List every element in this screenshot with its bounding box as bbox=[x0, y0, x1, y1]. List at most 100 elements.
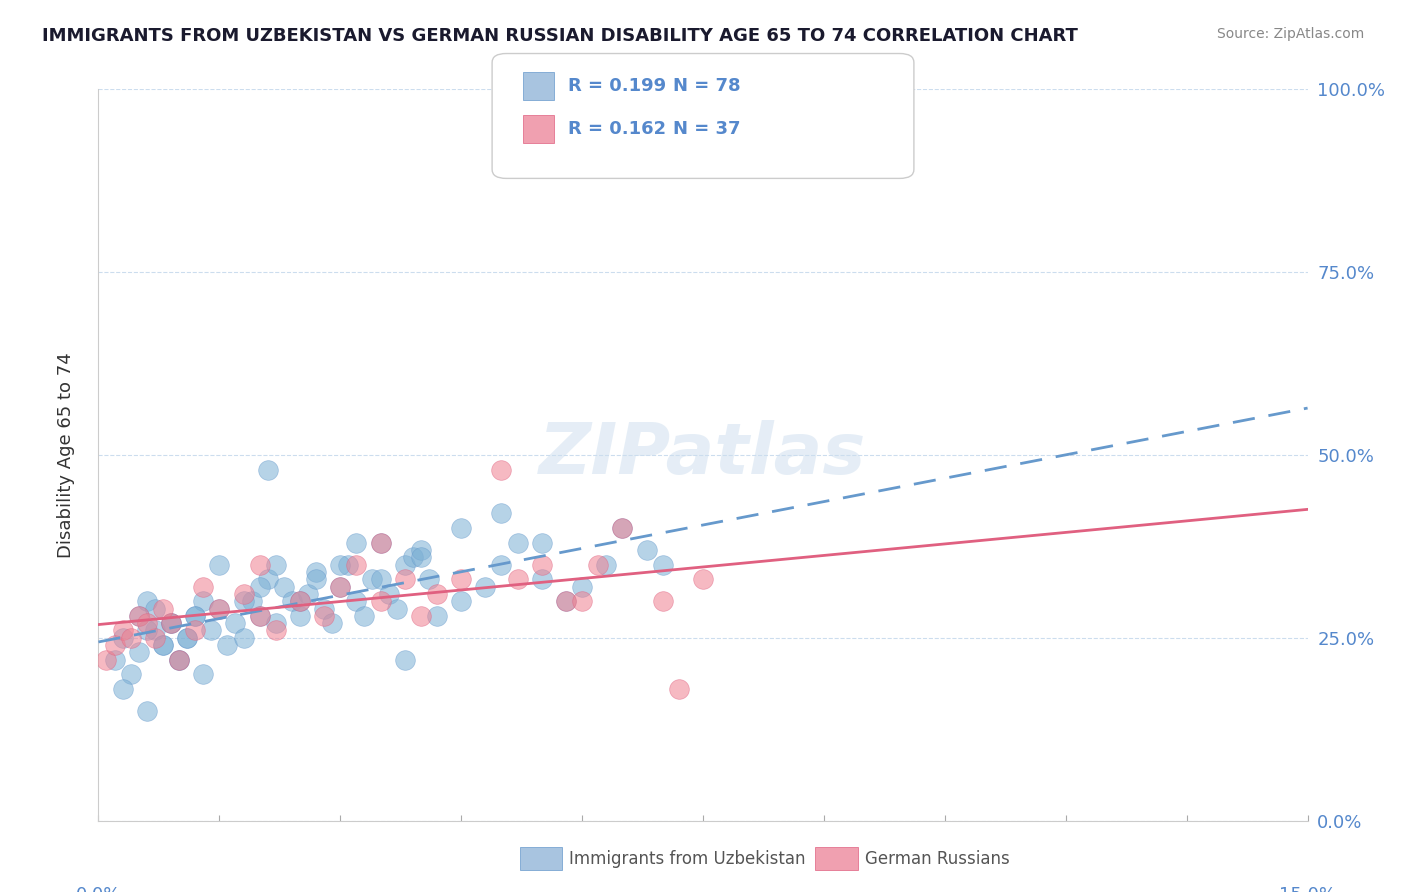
Point bbox=[256, 572, 278, 586]
Text: 0.0%: 0.0% bbox=[76, 887, 121, 892]
Point bbox=[273, 580, 295, 594]
Point bbox=[208, 601, 231, 615]
Point bbox=[249, 608, 271, 623]
Point bbox=[555, 594, 578, 608]
Point bbox=[692, 572, 714, 586]
Point bbox=[184, 624, 207, 638]
Y-axis label: Disability Age 65 to 74: Disability Age 65 to 74 bbox=[56, 352, 75, 558]
Point bbox=[409, 550, 432, 565]
Point bbox=[668, 681, 690, 696]
Point bbox=[426, 608, 449, 623]
Point bbox=[135, 594, 157, 608]
Point bbox=[288, 608, 311, 623]
Point bbox=[111, 624, 134, 638]
Text: German Russians: German Russians bbox=[865, 849, 1010, 868]
Point bbox=[530, 558, 553, 572]
Point bbox=[143, 624, 166, 638]
Point bbox=[120, 631, 142, 645]
Text: N = 78: N = 78 bbox=[673, 78, 741, 95]
Point bbox=[184, 608, 207, 623]
Point bbox=[128, 608, 150, 623]
Point bbox=[160, 616, 183, 631]
Point bbox=[240, 594, 263, 608]
Point bbox=[314, 601, 336, 615]
Point bbox=[288, 594, 311, 608]
Point bbox=[344, 594, 367, 608]
Point bbox=[193, 580, 215, 594]
Point bbox=[402, 550, 425, 565]
Point bbox=[256, 462, 278, 476]
Text: R = 0.199: R = 0.199 bbox=[568, 78, 666, 95]
Text: R = 0.162: R = 0.162 bbox=[568, 120, 666, 138]
Point bbox=[329, 580, 352, 594]
Point bbox=[103, 638, 125, 652]
Point bbox=[651, 594, 673, 608]
Point bbox=[329, 580, 352, 594]
Text: ZIPatlas: ZIPatlas bbox=[540, 420, 866, 490]
Point bbox=[321, 616, 343, 631]
Point bbox=[370, 535, 392, 549]
Point bbox=[450, 594, 472, 608]
Point bbox=[555, 594, 578, 608]
Point bbox=[394, 572, 416, 586]
Point bbox=[506, 535, 529, 549]
Point bbox=[329, 558, 352, 572]
Point bbox=[530, 535, 553, 549]
Point bbox=[160, 616, 183, 631]
Point bbox=[160, 616, 183, 631]
Point bbox=[128, 608, 150, 623]
Point bbox=[135, 624, 157, 638]
Point bbox=[176, 631, 198, 645]
Point bbox=[418, 572, 440, 586]
Point bbox=[143, 631, 166, 645]
Point bbox=[232, 594, 254, 608]
Point bbox=[344, 535, 367, 549]
Point bbox=[184, 608, 207, 623]
Point bbox=[208, 601, 231, 615]
Point bbox=[128, 645, 150, 659]
Point bbox=[530, 572, 553, 586]
Point bbox=[152, 601, 174, 615]
Point bbox=[337, 558, 360, 572]
Text: IMMIGRANTS FROM UZBEKISTAN VS GERMAN RUSSIAN DISABILITY AGE 65 TO 74 CORRELATION: IMMIGRANTS FROM UZBEKISTAN VS GERMAN RUS… bbox=[42, 27, 1078, 45]
Point bbox=[636, 543, 658, 558]
Point bbox=[167, 653, 190, 667]
Point bbox=[264, 624, 287, 638]
Point bbox=[96, 653, 118, 667]
Point bbox=[281, 594, 304, 608]
Point bbox=[426, 587, 449, 601]
Point bbox=[344, 558, 367, 572]
Point bbox=[450, 521, 472, 535]
Point bbox=[135, 616, 157, 631]
Point bbox=[450, 572, 472, 586]
Point bbox=[120, 667, 142, 681]
Point bbox=[361, 572, 384, 586]
Point bbox=[200, 624, 222, 638]
Point bbox=[176, 631, 198, 645]
Text: Immigrants from Uzbekistan: Immigrants from Uzbekistan bbox=[569, 849, 806, 868]
Point bbox=[595, 558, 617, 572]
Text: N = 37: N = 37 bbox=[673, 120, 741, 138]
Point bbox=[491, 558, 513, 572]
Point bbox=[224, 616, 246, 631]
Point bbox=[249, 558, 271, 572]
Point bbox=[193, 594, 215, 608]
Point bbox=[571, 594, 593, 608]
Point bbox=[370, 572, 392, 586]
Point bbox=[217, 638, 239, 652]
Point bbox=[314, 608, 336, 623]
Point bbox=[232, 631, 254, 645]
Point bbox=[264, 616, 287, 631]
Point bbox=[167, 653, 190, 667]
Point bbox=[143, 601, 166, 615]
Point bbox=[135, 704, 157, 718]
Point bbox=[474, 580, 496, 594]
Point bbox=[491, 507, 513, 521]
Point bbox=[409, 543, 432, 558]
Point bbox=[232, 587, 254, 601]
Point bbox=[111, 681, 134, 696]
Point bbox=[249, 580, 271, 594]
Point bbox=[167, 653, 190, 667]
Point bbox=[370, 594, 392, 608]
Point bbox=[193, 667, 215, 681]
